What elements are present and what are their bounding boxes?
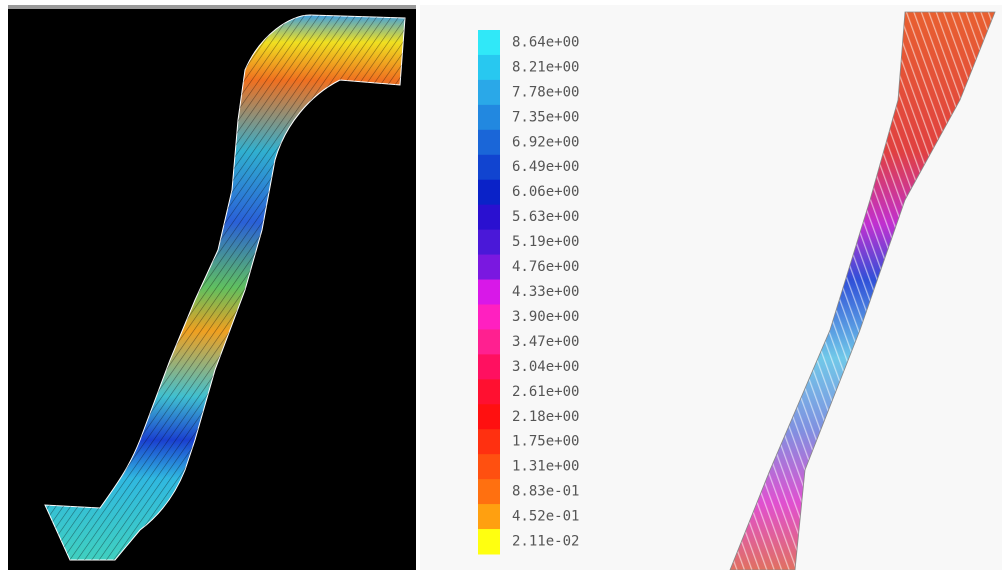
colorbar-label: 2.18e+00 [512, 409, 579, 425]
figure: 8.64e+00 8.21e+00 7.78e+00 7.35e+00 6.92e+00… [0, 0, 1002, 570]
colorbar-label: 4.33e+00 [512, 284, 579, 300]
colorbar-label: 7.78e+00 [512, 84, 579, 100]
colorbar-label: 4.52e-01 [512, 509, 579, 525]
colorbar-label: 3.47e+00 [512, 334, 579, 350]
colorbar-swatch [478, 205, 500, 230]
colorbar-swatch [478, 529, 500, 554]
colorbar-label: 8.21e+00 [512, 59, 579, 75]
colorbar-swatch [478, 255, 500, 280]
colorbar-swatch [478, 130, 500, 155]
colorbar-swatch [478, 454, 500, 479]
colorbar-label: 6.06e+00 [512, 184, 579, 200]
colorbar-label: 8.64e+00 [512, 34, 579, 50]
colorbar-swatch [478, 80, 500, 105]
colorbar-label: 2.61e+00 [512, 384, 579, 400]
colorbar-swatch [478, 180, 500, 205]
page: 8.64e+00 8.21e+00 7.78e+00 7.35e+00 6.92e+00… [0, 0, 1002, 570]
colorbar-swatch [478, 30, 500, 55]
colorbar-label: 6.92e+00 [512, 134, 579, 150]
colorbar-swatch [478, 479, 500, 504]
colorbar-label: 2.11e-02 [512, 534, 579, 550]
colorbar-label: 8.83e-01 [512, 484, 579, 500]
colorbar-label: 1.31e+00 [512, 459, 579, 475]
colorbar-label: 3.04e+00 [512, 359, 579, 375]
colorbar-label: 6.49e+00 [512, 159, 579, 175]
colorbar-swatch [478, 230, 500, 255]
colorbar-swatch [478, 354, 500, 379]
colorbar-swatch [478, 379, 500, 404]
colorbar-swatch [478, 329, 500, 354]
colorbar-label: 7.35e+00 [512, 109, 579, 125]
colorbar-label: 3.90e+00 [512, 309, 579, 325]
panel-top-bar [8, 5, 416, 9]
colorbar-label: 1.75e+00 [512, 434, 579, 450]
colorbar-swatch [478, 504, 500, 529]
colorbar-label: 5.63e+00 [512, 209, 579, 225]
colorbar-swatch [478, 55, 500, 80]
colorbar-swatch [478, 304, 500, 329]
colorbar-swatch [478, 105, 500, 130]
colorbar-label: 5.19e+00 [512, 234, 579, 250]
colorbar-swatch [478, 155, 500, 180]
colorbar-swatch [478, 280, 500, 305]
colorbar-label: 4.76e+00 [512, 259, 579, 275]
colorbar-swatch [478, 429, 500, 454]
colorbar-swatch [478, 404, 500, 429]
